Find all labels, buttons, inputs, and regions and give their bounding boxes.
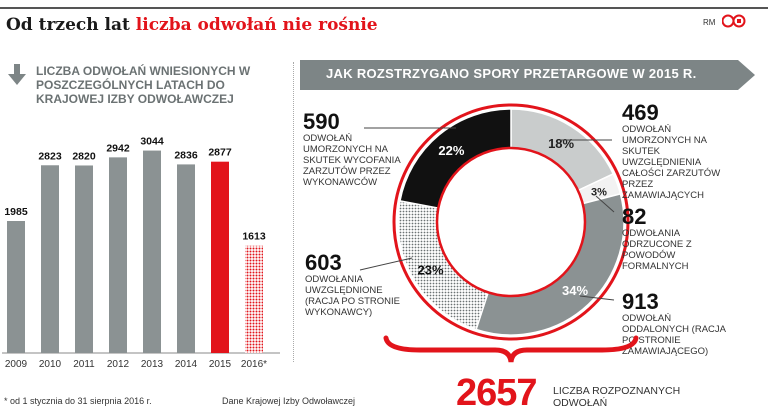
bar-category-label: 2014 bbox=[175, 359, 198, 370]
source-note: Dane Krajowej Izby Odwoławczej bbox=[222, 396, 356, 406]
bar-value-label: 2823 bbox=[38, 150, 62, 162]
bar-category-label: 2012 bbox=[107, 359, 130, 370]
bar-2014 bbox=[177, 164, 195, 353]
arrow-down-icon bbox=[8, 64, 26, 85]
bar-value-label: 2877 bbox=[208, 147, 232, 159]
donut-percent-label: 34% bbox=[562, 283, 588, 298]
slice-count-label: 469 bbox=[622, 100, 659, 125]
title-prefix: Od trzech lat bbox=[6, 15, 136, 35]
slice-count-label: 913 bbox=[622, 289, 659, 314]
page-title: Od trzech lat liczba odwołań nie rośnie bbox=[6, 15, 378, 35]
bar-category-label: 2013 bbox=[141, 359, 164, 370]
donut-percent-label: 22% bbox=[438, 143, 464, 158]
donut-percent-label: 3% bbox=[591, 186, 607, 198]
total-brace bbox=[383, 335, 639, 363]
bar-value-label: 1985 bbox=[4, 206, 28, 218]
slice-count-label: 603 bbox=[305, 250, 342, 275]
donut-title-banner bbox=[300, 60, 755, 90]
bar-2015 bbox=[211, 161, 229, 353]
donut-percent-label: 18% bbox=[548, 136, 574, 151]
total-label: LICZBA ROZPOZNANYCH ODWOŁAŃ bbox=[553, 385, 681, 409]
slice-description: ODWOŁANIA ODRZUCONE Z POWODÓW FORMALNYCH bbox=[622, 228, 692, 272]
leader-line bbox=[595, 195, 615, 213]
publisher-logo-icon bbox=[722, 14, 746, 28]
donut-outer-ring bbox=[392, 103, 630, 341]
donut-chart-title: JAK ROZSTRZYGANO SPORY PRZETARGOWE W 201… bbox=[326, 66, 697, 81]
donut-inner-ring bbox=[435, 146, 587, 298]
bar-2009 bbox=[7, 220, 25, 353]
bar-category-label: 2010 bbox=[39, 359, 62, 370]
title-highlight: liczba odwołań nie rośnie bbox=[135, 15, 378, 35]
bar-category-label: 2011 bbox=[73, 359, 95, 370]
bar-2011 bbox=[75, 165, 93, 353]
slice-description: ODWOŁAŃ UMORZONYCH NA SKUTEK UWZGLĘDNIENIA C… bbox=[622, 124, 720, 201]
leader-line bbox=[579, 295, 615, 301]
bar-value-label: 1613 bbox=[242, 231, 266, 243]
leader-line bbox=[359, 257, 413, 271]
total-count: 2657 bbox=[456, 372, 538, 414]
bar-value-label: 2820 bbox=[72, 150, 96, 162]
donut-percent-label: 23% bbox=[418, 263, 444, 278]
bar-2013 bbox=[143, 150, 161, 353]
bar-category-label: 2015 bbox=[209, 359, 232, 370]
bar-category-label: 2016* bbox=[241, 359, 267, 370]
slice-description: ODWOŁANIA UWZGLĘDNIONE (RACJA PO STRONIE WY… bbox=[305, 274, 400, 318]
slice-description: ODWOŁAŃ ODDALONYCH (RACJA PO STRONIE ZAMAWI… bbox=[622, 313, 727, 357]
bar-chart: 1985 2009 2823 2010 2820 2011 2942 2012 3044 2013… bbox=[2, 136, 280, 370]
top-rule bbox=[0, 7, 768, 9]
slice-count-label: 82 bbox=[622, 204, 646, 229]
footnote: * od 1 stycznia do 31 sierpnia 2016 r. bbox=[4, 396, 152, 406]
author-credit: RM bbox=[703, 18, 716, 27]
bar-2016* bbox=[245, 245, 263, 353]
bar-value-label: 3044 bbox=[140, 136, 164, 148]
bar-chart-title: LICZBA ODWOŁAŃ WNIESIONYCH W POSZCZEGÓLN… bbox=[36, 64, 251, 106]
bar-value-label: 2836 bbox=[174, 149, 198, 161]
slice-count-label: 590 bbox=[303, 109, 340, 134]
slice-description: ODWOŁAŃ UMORZONYCH NA SKUTEK WYCOFANIA ZARZ… bbox=[303, 133, 401, 188]
bar-2012 bbox=[109, 157, 127, 353]
bar-category-label: 2009 bbox=[5, 359, 28, 370]
divider bbox=[293, 62, 294, 362]
bar-value-label: 2942 bbox=[106, 142, 130, 154]
bar-2010 bbox=[41, 165, 59, 353]
